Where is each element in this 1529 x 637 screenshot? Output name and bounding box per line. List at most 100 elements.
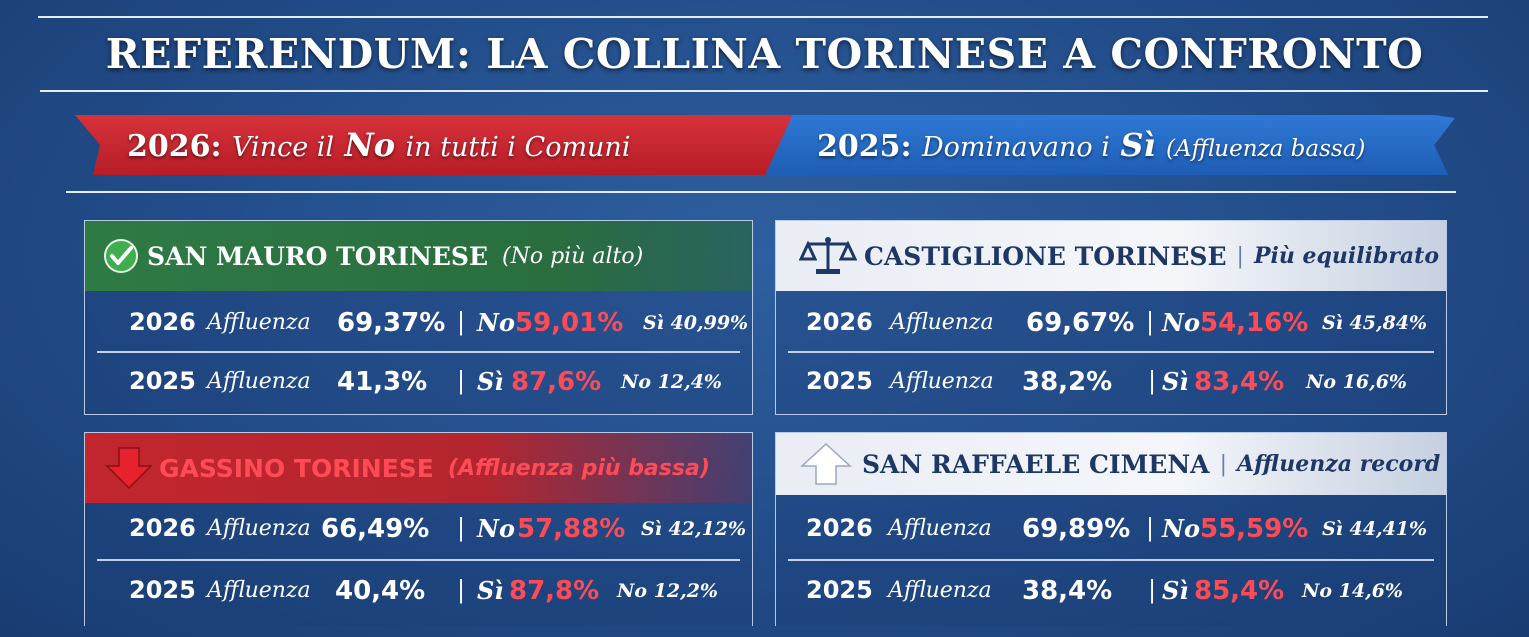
row-winner-pct: 59,01%: [515, 308, 624, 338]
panel-name: SAN RAFFAELE CIMENA: [862, 449, 1210, 479]
row-turnout: 69,37%: [337, 308, 446, 338]
row-winner-pct: 54,16%: [1200, 308, 1309, 338]
row-2026: 2026 Affluenza 69,67% | No 54,16% Sì 45,…: [776, 294, 1446, 350]
panel-name: SAN MAURO TORINESE: [147, 241, 489, 271]
row-winner-pct: 87,8%: [509, 576, 600, 606]
banner-2026-pre: Vince il: [232, 132, 335, 163]
panel-san-mauro: SAN MAURO TORINESE (No più alto) 2026 Af…: [84, 220, 753, 415]
row-other: Sì 40,99%: [643, 312, 749, 334]
row-year: 2025: [806, 367, 873, 395]
panel-subtitle: Più equilibrato: [1253, 243, 1440, 269]
scale-icon: [798, 235, 858, 277]
row-other: No 16,6%: [1306, 371, 1407, 393]
row-label: Affluenza: [888, 578, 992, 603]
row-winner-pct: 85,4%: [1194, 576, 1285, 606]
row-turnout: 66,49%: [321, 514, 430, 544]
row-label: Affluenza: [207, 578, 311, 603]
row-label: Affluenza: [207, 516, 311, 541]
row-separator: |: [1146, 308, 1155, 336]
panel-castiglione: CASTIGLIONE TORINESE | Più equilibrato 2…: [775, 220, 1447, 415]
banner-2025-post: (Affluenza bassa): [1166, 136, 1366, 162]
row-label: Affluenza: [207, 369, 311, 394]
arrow-up-icon: [800, 442, 852, 486]
row-winner-label: Sì: [1162, 367, 1189, 396]
row-other: Sì 45,84%: [1322, 312, 1428, 334]
row-winner-label: No: [1162, 308, 1200, 337]
row-turnout: 69,89%: [1022, 514, 1131, 544]
row-year: 2026: [129, 308, 196, 336]
row-turnout: 40,4%: [335, 576, 426, 606]
panel-san-raffaele: SAN RAFFAELE CIMENA | Affluenza record 2…: [775, 432, 1447, 626]
row-separator: |: [1146, 514, 1155, 542]
row-label: Affluenza: [888, 516, 992, 541]
row-winner-pct: 87,6%: [511, 367, 602, 397]
row-separator: |: [457, 308, 466, 336]
row-separator: |: [1148, 576, 1157, 604]
row-divider: [97, 559, 740, 561]
row-divider: [788, 351, 1434, 353]
banner-2026-word: No: [344, 126, 396, 164]
row-label: Affluenza: [207, 310, 311, 335]
row-winner-pct: 55,59%: [1200, 514, 1309, 544]
banner-bottom-rule: [66, 191, 1456, 193]
row-turnout: 38,2%: [1022, 367, 1113, 397]
row-2025: 2025 Affluenza 38,2% | Sì 83,4% No 16,6%: [776, 353, 1446, 409]
row-year: 2026: [806, 308, 873, 336]
panel-name: GASSINO TORINESE: [159, 453, 434, 483]
panel-header: SAN MAURO TORINESE (No più alto): [85, 221, 752, 291]
panel-header: SAN RAFFAELE CIMENA | Affluenza record: [776, 433, 1446, 495]
panel-gassino: GASSINO TORINESE (Affluenza più bassa) 2…: [84, 432, 753, 626]
row-winner-label: Sì: [477, 367, 504, 396]
title-top-rule: [38, 16, 1488, 18]
panel-subtitle: (No più alto): [502, 243, 644, 269]
panel-name: CASTIGLIONE TORINESE: [864, 241, 1227, 271]
row-other: Sì 42,12%: [641, 518, 747, 540]
row-winner-pct: 83,4%: [1194, 367, 1285, 397]
banner-2025-pre: Dominavano i: [922, 132, 1110, 163]
arrow-down-icon: [105, 446, 153, 490]
panel-header: CASTIGLIONE TORINESE | Più equilibrato: [776, 221, 1446, 291]
row-turnout: 38,4%: [1022, 576, 1113, 606]
row-divider: [788, 559, 1434, 561]
row-2026: 2026 Affluenza 66,49% | No 57,88% Sì 42,…: [85, 500, 752, 556]
panel-subtitle: (Affluenza più bassa): [447, 455, 710, 481]
row-label: Affluenza: [890, 369, 994, 394]
row-2025: 2025 Affluenza 40,4% | Sì 87,8% No 12,2%: [85, 562, 752, 618]
banner-2026-year: 2026:: [127, 129, 222, 164]
banner-2025-year: 2025:: [817, 129, 912, 164]
row-year: 2025: [129, 576, 196, 604]
row-label: Affluenza: [890, 310, 994, 335]
title-bottom-rule: [40, 90, 1488, 92]
row-separator: |: [457, 514, 466, 542]
row-2025: 2025 Affluenza 38,4% | Sì 85,4% No 14,6%: [776, 562, 1446, 618]
row-winner-pct: 57,88%: [517, 514, 626, 544]
row-2026: 2026 Affluenza 69,89% | No 55,59% Sì 44,…: [776, 500, 1446, 556]
panel-subtitle: Affluenza record: [1237, 451, 1441, 477]
row-divider: [97, 351, 740, 353]
row-year: 2025: [129, 367, 196, 395]
row-year: 2026: [129, 514, 196, 542]
row-winner-label: Sì: [1162, 576, 1189, 605]
row-other: Sì 44,41%: [1322, 518, 1428, 540]
row-year: 2026: [806, 514, 873, 542]
row-other: No 12,4%: [621, 371, 722, 393]
row-other: No 12,2%: [617, 580, 718, 602]
row-winner-label: No: [1162, 514, 1200, 543]
row-2026: 2026 Affluenza 69,37% | No 59,01% Sì 40,…: [85, 294, 752, 350]
row-winner-label: No: [477, 308, 515, 337]
banner-2026-post: in tutti i Comuni: [405, 132, 631, 163]
row-separator: |: [457, 367, 466, 395]
row-turnout: 69,67%: [1026, 308, 1135, 338]
banner-2025: 2025: Dominavano i Sì (Affluenza bassa): [765, 115, 1455, 175]
page-title: REFERENDUM: LA COLLINA TORINESE A CONFRO…: [105, 30, 1424, 78]
row-other: No 14,6%: [1302, 580, 1403, 602]
row-winner-label: Sì: [477, 576, 504, 605]
row-winner-label: No: [477, 514, 515, 543]
header-separator: |: [1236, 243, 1244, 269]
row-separator: |: [1148, 367, 1157, 395]
row-turnout: 41,3%: [337, 367, 428, 397]
panel-header: GASSINO TORINESE (Affluenza più bassa): [85, 433, 752, 503]
row-year: 2025: [806, 576, 873, 604]
header-separator: |: [1219, 451, 1227, 477]
row-separator: |: [457, 576, 466, 604]
